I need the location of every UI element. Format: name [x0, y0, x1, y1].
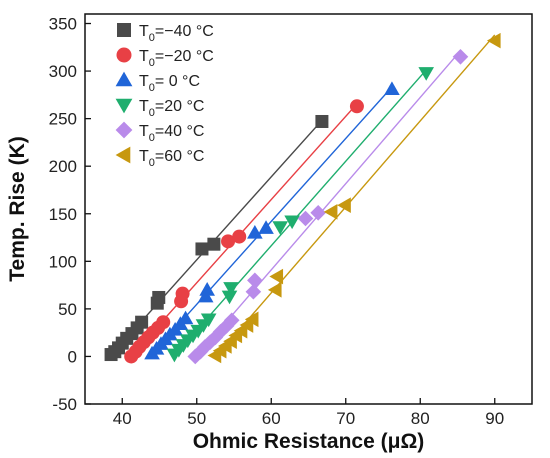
data-point — [221, 234, 236, 249]
legend-marker-3 — [115, 71, 133, 87]
legend-label-4: T0=20 °C — [139, 98, 204, 119]
data-point — [207, 237, 221, 251]
y-tick-label: 100 — [49, 252, 77, 271]
data-point — [349, 99, 364, 114]
data-point — [247, 224, 263, 239]
data-point — [223, 282, 239, 296]
y-tick-label: -50 — [52, 395, 77, 414]
fit-line-series-2 — [130, 103, 358, 357]
legend: T0=−40 °C T0=−20 °C T0= 0 °C T0=20 °C T0=40 … — [115, 23, 214, 169]
x-tick-label: 50 — [187, 409, 206, 428]
x-tick-label: 90 — [485, 409, 504, 428]
data-point — [418, 67, 435, 81]
data-point — [267, 282, 282, 298]
data-point — [245, 283, 262, 300]
y-tick-label: 50 — [58, 300, 77, 319]
data-point — [486, 32, 501, 49]
legend-marker-2 — [116, 47, 132, 63]
y-tick-label: 350 — [49, 15, 77, 34]
data-point — [452, 49, 469, 65]
fit-line-series-6 — [214, 34, 496, 358]
data-point — [177, 310, 194, 325]
data-point — [232, 229, 247, 244]
x-axis-title: Ohmic Resistance (μΩ) — [193, 430, 425, 453]
data-point — [284, 215, 300, 230]
data-point — [135, 315, 149, 329]
data-point — [218, 318, 235, 334]
data-point — [315, 114, 329, 128]
data-point — [195, 242, 209, 256]
x-tick-label: 70 — [336, 409, 355, 428]
data-point — [199, 282, 215, 296]
y-tick-label: 150 — [49, 205, 77, 224]
data-point — [221, 290, 238, 305]
data-point — [384, 81, 400, 95]
data-point — [310, 205, 326, 221]
legend-label-3: T0= 0 °C — [139, 73, 200, 94]
data-point — [269, 268, 284, 285]
data-point — [244, 311, 259, 328]
x-tick-label: 60 — [262, 409, 281, 428]
y-tick-label: 250 — [49, 110, 77, 129]
fit-line-series-4 — [173, 69, 427, 357]
data-point — [297, 210, 314, 227]
data-point — [337, 197, 351, 213]
legend-marker-6 — [115, 146, 131, 164]
data-point — [223, 312, 240, 329]
data-point — [152, 290, 166, 304]
data-point — [272, 221, 288, 235]
legend-label-1: T0=−40 °C — [139, 23, 214, 44]
data-point — [156, 315, 171, 330]
y-tick-label: 300 — [49, 62, 77, 81]
fit-line-series-3 — [151, 86, 393, 355]
data-point — [323, 204, 338, 220]
x-tick-label: 80 — [411, 409, 430, 428]
legend-marker-1 — [117, 23, 131, 37]
data-point — [175, 286, 190, 301]
data-point — [207, 329, 224, 346]
legend-marker-4 — [115, 98, 133, 114]
y-tick-label: 200 — [49, 157, 77, 176]
legend-label-6: T0=60 °C — [139, 148, 204, 169]
x-tick-label: 40 — [113, 409, 132, 428]
data-point — [247, 272, 263, 289]
data-point — [202, 334, 218, 350]
legend-label-2: T0=−20 °C — [139, 48, 214, 69]
y-axis-title: Temp. Rise (K) — [6, 136, 29, 281]
fit-lines — [110, 34, 496, 359]
fit-line-series-5 — [194, 50, 462, 359]
legend-marker-5 — [115, 121, 133, 139]
legend-label-5: T0=40 °C — [139, 123, 204, 144]
data-point — [187, 348, 204, 365]
y-tick-label: 0 — [68, 347, 77, 366]
data-point — [200, 313, 217, 328]
axes: 40 50 60 70 80 90 -50 0 50 100 150 200 250 300 350 — [49, 15, 505, 428]
data-point — [258, 220, 274, 234]
markers — [104, 32, 501, 365]
plot-frame — [84, 13, 533, 405]
